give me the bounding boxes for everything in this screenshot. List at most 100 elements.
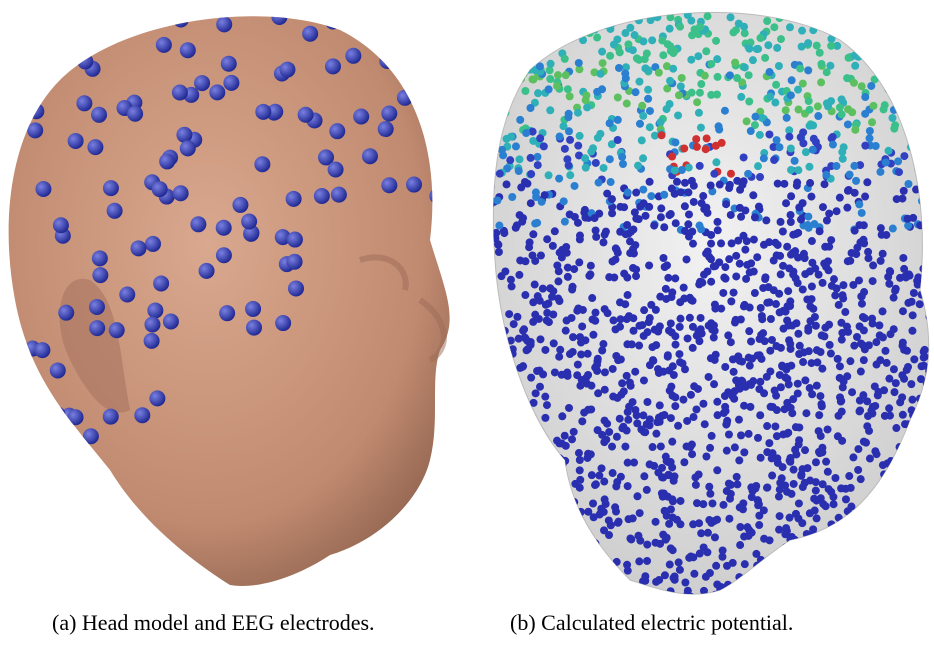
dot — [868, 277, 877, 286]
dot — [872, 450, 881, 459]
dot — [659, 254, 668, 263]
dot — [618, 160, 627, 169]
dot — [826, 61, 835, 70]
dot — [660, 223, 669, 232]
dot — [828, 140, 837, 149]
dot — [806, 179, 815, 188]
dot — [830, 3, 838, 11]
dot — [827, 34, 836, 43]
dot — [613, 518, 622, 527]
dot — [493, 507, 502, 516]
dot — [28, 103, 45, 120]
dot — [567, 577, 576, 586]
dot — [144, 316, 161, 333]
dot — [542, 455, 551, 464]
dot — [674, 421, 683, 430]
dot — [591, 539, 600, 548]
dot — [843, 203, 852, 212]
dot — [580, 205, 589, 214]
dot — [824, 16, 833, 25]
dot — [717, 239, 726, 248]
dot — [8, 403, 20, 420]
dot — [708, 499, 717, 508]
dot — [681, 578, 690, 587]
dot — [742, 274, 751, 283]
dot — [901, 581, 910, 590]
dot — [654, 368, 663, 377]
dot — [860, 345, 869, 354]
dot — [798, 285, 807, 294]
dot — [593, 87, 602, 96]
dot — [527, 170, 536, 179]
dot — [526, 153, 535, 162]
dot — [743, 260, 752, 269]
dot — [760, 337, 769, 346]
dot — [852, 584, 861, 593]
dot — [835, 103, 844, 112]
dot — [529, 298, 538, 307]
dot — [548, 241, 557, 250]
dot — [632, 188, 641, 197]
dot — [609, 3, 617, 11]
dot — [555, 554, 564, 563]
dot — [692, 405, 701, 414]
dot — [127, 105, 144, 122]
dot — [759, 506, 768, 515]
dot — [799, 139, 808, 148]
dot — [539, 142, 548, 151]
dot — [704, 372, 713, 381]
dot — [745, 361, 754, 370]
dot — [429, 187, 446, 204]
dot — [683, 416, 692, 425]
dot — [789, 230, 798, 239]
dot — [513, 452, 522, 461]
dot — [791, 509, 800, 518]
dot — [746, 127, 755, 136]
dot — [866, 570, 875, 579]
dot — [891, 379, 900, 388]
dot — [754, 44, 763, 53]
dot — [826, 349, 835, 358]
dot — [805, 105, 814, 114]
dot — [36, 49, 53, 66]
dot — [533, 218, 542, 227]
dot — [864, 254, 873, 263]
dot — [674, 558, 683, 567]
dot — [814, 427, 823, 436]
dot — [574, 0, 582, 8]
dot — [889, 23, 898, 32]
dot — [684, 188, 693, 197]
dot — [763, 566, 772, 575]
dot — [784, 287, 793, 296]
dot — [563, 572, 572, 581]
dot — [666, 458, 675, 467]
dot — [870, 570, 879, 579]
dot — [591, 226, 600, 235]
dot — [889, 105, 898, 114]
dot — [494, 72, 503, 81]
dot — [833, 354, 842, 363]
dot — [575, 65, 584, 74]
dot — [656, 442, 665, 451]
dot — [842, 564, 851, 573]
dot — [534, 89, 543, 98]
dot — [329, 123, 346, 140]
dot — [752, 549, 761, 558]
dot — [785, 456, 794, 465]
dot — [852, 176, 861, 185]
dot — [678, 359, 687, 368]
dot — [493, 113, 501, 122]
dot — [807, 192, 816, 201]
dot — [275, 315, 292, 332]
dot — [695, 337, 704, 346]
dot — [652, 341, 661, 350]
dot — [612, 245, 621, 254]
dot — [528, 127, 537, 136]
dot — [518, 60, 527, 69]
dot — [885, 404, 894, 413]
dot — [794, 85, 803, 94]
dot — [706, 354, 715, 363]
dot — [832, 284, 841, 293]
dot — [817, 402, 826, 411]
dot — [881, 158, 890, 167]
